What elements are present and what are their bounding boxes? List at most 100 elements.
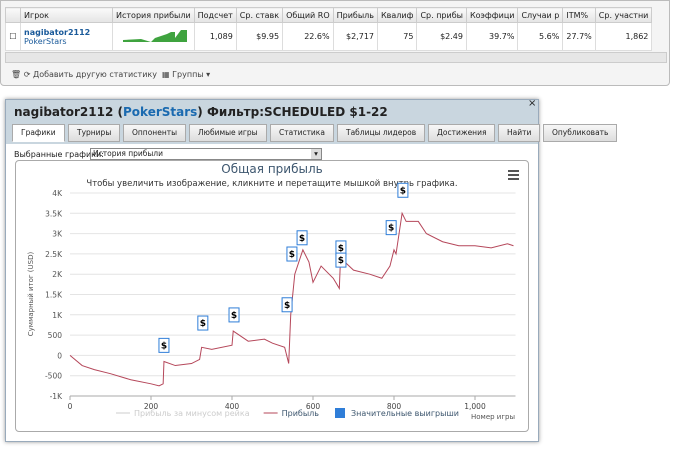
marker-label: $ — [388, 224, 394, 234]
y-tick-label: 500 — [48, 331, 63, 340]
y-tick-label: 3.5K — [45, 209, 63, 218]
big-win-marker[interactable]: $ — [385, 220, 397, 236]
site-name: PokerStars — [24, 36, 67, 46]
chart: Общая прибыль Чтобы увеличить изображени… — [15, 160, 529, 432]
x-tick-label: 1,000 — [464, 402, 486, 411]
column-header[interactable]: Подсчет — [193, 7, 237, 23]
toolbar: 🗑 ⟳ Добавить другую статистику ▦ Группы … — [11, 70, 211, 79]
big-win-marker[interactable]: $ — [335, 252, 347, 268]
close[interactable]: × — [528, 98, 537, 109]
tab[interactable]: Турниры — [68, 124, 121, 142]
sparkline — [122, 29, 187, 42]
y-tick-label: 3K — [52, 230, 63, 239]
marker-box — [286, 246, 298, 262]
menu[interactable] — [508, 170, 519, 180]
legend-item[interactable]: Значительные выигрыши — [335, 408, 459, 418]
tab[interactable]: Опубликовать — [543, 124, 618, 142]
legend-swatch — [335, 408, 345, 418]
sparkline-area — [122, 29, 187, 42]
legend-label: Значительные выигрыши — [351, 409, 459, 418]
y-axis-label: Суммарный итог (USD) — [27, 252, 35, 337]
marker-box — [158, 337, 170, 353]
column-header[interactable]: Квалиф — [376, 7, 418, 23]
legend-label: Прибыль — [282, 409, 320, 418]
big-win-marker[interactable]: $ — [296, 230, 308, 246]
column-header[interactable]: Ср. прибы — [416, 7, 467, 23]
dialog: nagibator2112 (PokerStars) Фильтр:SCHEDU… — [5, 98, 618, 442]
marker-label: $ — [338, 244, 344, 254]
marker-box — [335, 252, 347, 268]
tab[interactable]: Найти — [498, 124, 541, 142]
x-tick-label: 800 — [387, 402, 402, 411]
column-header[interactable]: Прибыль — [332, 7, 379, 23]
cell: 1,089 — [193, 22, 237, 51]
big-win-marker[interactable]: $ — [281, 297, 293, 313]
y-tick-label: 0 — [57, 351, 62, 360]
y-tick-label: -1K — [50, 392, 63, 401]
cell: $2.49 — [416, 22, 467, 51]
x-tick-label: 0 — [68, 402, 73, 411]
marker-label: $ — [289, 250, 295, 260]
cell: 22.6% — [282, 22, 334, 51]
x-tick-label: 200 — [144, 402, 159, 411]
big-win-marker[interactable]: $ — [228, 307, 240, 323]
column-header[interactable]: Игрок — [20, 7, 113, 23]
x-axis-label: Номер игры — [471, 413, 515, 421]
marker-label: $ — [284, 301, 290, 311]
big-win-marker[interactable]: $ — [286, 246, 298, 262]
sparkline-cell — [112, 22, 195, 51]
legend-item[interactable]: Прибыль — [263, 409, 320, 418]
big-win-marker[interactable]: $ — [158, 337, 170, 353]
cell: 27.7% — [562, 22, 596, 51]
stats-panel: Игрок История прибыли Подсчет Ср. ставк Общи… — [0, 0, 670, 86]
column-header[interactable]: Общий RO — [282, 7, 334, 23]
tab[interactable]: Любимые игры — [189, 124, 267, 142]
cell: 39.7% — [465, 22, 519, 51]
stats-table: Игрок История прибыли Подсчет Ср. ставк Общи… — [5, 7, 653, 51]
column-header[interactable]: История прибыли — [112, 7, 195, 23]
select[interactable]: История прибыли ▾ — [90, 148, 322, 160]
x-tick-label: 400 — [225, 402, 240, 411]
marker-label: $ — [200, 319, 206, 329]
tab[interactable]: Таблицы лидеров — [337, 124, 426, 142]
title-filter: Фильтр:SCHEDULED $1-22 — [206, 105, 388, 119]
checkbox-cell[interactable]: ☐ — [5, 22, 21, 51]
big-win-marker[interactable]: $ — [397, 182, 409, 198]
scrollbar[interactable] — [5, 52, 667, 63]
marker-label: $ — [299, 234, 305, 244]
profit-line — [69, 211, 514, 387]
groups[interactable]: Группы — [172, 70, 204, 79]
title-site: PokerStars — [123, 105, 198, 119]
add-stat[interactable]: Добавить другую статистику — [32, 70, 157, 79]
marker-label: $ — [231, 311, 237, 321]
tab[interactable]: Оппоненты — [123, 124, 187, 142]
select-label: Выбранные графики: — [14, 150, 104, 159]
column-header[interactable]: Ср. участни — [594, 7, 653, 23]
cell: $9.95 — [235, 22, 284, 51]
legend-item[interactable]: Прибыль за минусом рейка — [116, 409, 250, 418]
x-tick-label: 600 — [306, 402, 321, 411]
column-header[interactable]: ITM% — [562, 7, 596, 23]
column-header[interactable]: Коэффици — [465, 7, 519, 23]
cell: 1,862 — [594, 22, 653, 51]
legend-label: Прибыль за минусом рейка — [134, 409, 250, 418]
tab[interactable]: Графики — [12, 124, 65, 142]
y-tick-label: 4K — [52, 189, 63, 198]
y-tick-label: -500 — [45, 372, 62, 381]
tab[interactable]: Достижения — [428, 124, 496, 142]
tab[interactable]: Статистика — [270, 124, 334, 142]
marker-box — [197, 315, 209, 331]
cell: 5.6% — [517, 22, 564, 51]
select-value: История прибыли — [93, 149, 163, 158]
marker-label: $ — [400, 186, 406, 196]
big-win-marker[interactable]: $ — [197, 315, 209, 331]
title-player: nagibator2112 — [14, 105, 114, 119]
checkbox-header — [5, 7, 21, 23]
marker-label: $ — [338, 256, 344, 266]
marker-box — [281, 297, 293, 313]
y-tick-label: 2K — [52, 270, 63, 279]
y-tick-label: 1.5K — [45, 291, 63, 300]
player-name[interactable]: nagibator2112 — [24, 27, 91, 37]
column-header[interactable]: Ср. ставк — [235, 7, 284, 23]
column-header[interactable]: Случаи р — [517, 7, 564, 23]
